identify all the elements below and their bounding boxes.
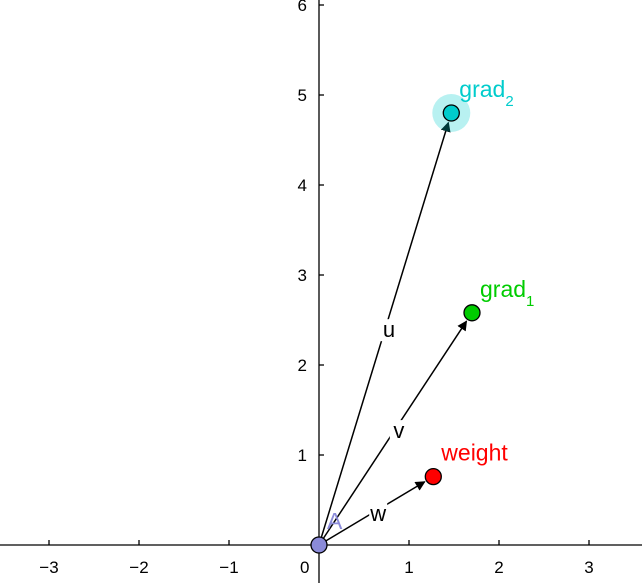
y-tick-label: 2 xyxy=(298,356,307,375)
point-label-weight: weight xyxy=(440,440,508,466)
x-tick-label: −1 xyxy=(219,558,238,577)
vector-label-u: u xyxy=(383,317,395,342)
point-grad1[interactable] xyxy=(463,304,481,322)
x-tick-label: −2 xyxy=(129,558,148,577)
point-A[interactable] xyxy=(310,536,328,554)
x-tick-label: −3 xyxy=(39,558,58,577)
y-tick-label: 1 xyxy=(298,446,307,465)
vector-label-bg xyxy=(379,319,398,342)
vector-label-bg xyxy=(389,420,408,443)
vector-label-w: w xyxy=(369,501,386,526)
y-tick-label: 4 xyxy=(298,176,307,195)
x-tick-label: 0 xyxy=(300,558,309,577)
x-tick-label: 2 xyxy=(494,558,503,577)
point-label-A: A xyxy=(327,508,343,534)
y-tick-label: 5 xyxy=(298,86,307,105)
vector-label-bg xyxy=(369,503,388,526)
x-tick-label: 1 xyxy=(404,558,413,577)
point-label-grad1: grad1 xyxy=(480,276,534,310)
point-grad2[interactable] xyxy=(442,104,460,122)
vectors: w v u xyxy=(318,121,468,546)
x-tick-label: 3 xyxy=(584,558,593,577)
y-tick-label: 6 xyxy=(298,0,307,15)
vector-label-v: v xyxy=(393,418,404,443)
point-weight[interactable] xyxy=(424,467,442,486)
y-tick-label: 3 xyxy=(298,266,307,285)
